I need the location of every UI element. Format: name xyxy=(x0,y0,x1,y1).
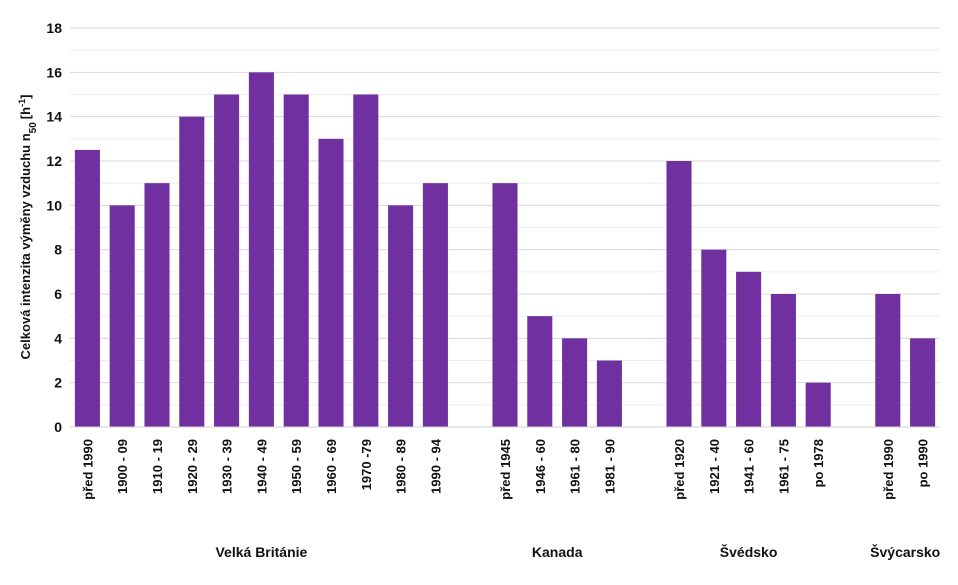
bar xyxy=(283,94,309,427)
group-label: Kanada xyxy=(532,544,583,560)
bar xyxy=(179,116,205,428)
y-tick-labels: 0 2 4 6 8 10 12 14 16 18 xyxy=(46,20,62,435)
bar xyxy=(422,183,448,427)
x-tick-label: 1970 -79 xyxy=(359,439,374,490)
bar xyxy=(74,149,100,427)
y-tick-label: 18 xyxy=(46,20,62,36)
y-tick-label: 16 xyxy=(46,64,62,80)
x-tick-label: 1990 - 94 xyxy=(428,438,443,494)
x-tick-label: 1940 - 49 xyxy=(254,439,269,494)
bar xyxy=(248,72,274,427)
x-tick-label: před 1920 xyxy=(672,439,687,500)
x-tick-label: 1981 - 90 xyxy=(602,439,617,494)
group-labels: Velká Británie Kanada Švédsko Švýcarsko xyxy=(215,543,940,560)
y-tick-label: 0 xyxy=(54,419,62,435)
x-tick-label: 1900 - 09 xyxy=(115,439,130,494)
y-tick-label: 4 xyxy=(54,330,62,346)
bar xyxy=(701,249,727,427)
bar xyxy=(736,271,762,427)
bar xyxy=(388,205,414,427)
x-tick-labels: před 1990 1900 - 09 1910 - 19 1920 - 29 1930… xyxy=(80,438,930,499)
bar xyxy=(562,338,588,427)
x-tick-label: 1910 - 19 xyxy=(150,439,165,494)
x-tick-label: 1930 - 39 xyxy=(220,439,235,494)
bars xyxy=(74,72,936,428)
bar xyxy=(770,294,796,427)
y-tick-label: 2 xyxy=(54,375,62,391)
y-tick-label: 14 xyxy=(46,109,62,125)
bar xyxy=(109,205,135,427)
y-axis-title-unit: [h xyxy=(18,107,33,119)
bar xyxy=(214,94,240,427)
y-tick-label: 8 xyxy=(54,242,62,258)
x-tick-label: 1961 - 80 xyxy=(568,439,583,494)
x-tick-label: 1920 - 29 xyxy=(185,439,200,494)
x-tick-label: po 1978 xyxy=(811,439,826,487)
group-label: Švýcarsko xyxy=(870,543,940,560)
y-axis-title-main: Celková intenzita výměny vzduchu n xyxy=(18,133,33,359)
y-tick-label: 10 xyxy=(46,197,62,213)
bar xyxy=(666,161,692,427)
bar xyxy=(875,294,901,427)
group-label: Švédsko xyxy=(720,543,778,560)
y-tick-label: 6 xyxy=(54,286,62,302)
x-tick-label: 1980 - 89 xyxy=(394,439,409,494)
y-axis-title-subscript: 50 xyxy=(28,122,39,134)
x-tick-label: 1946 - 60 xyxy=(533,439,548,494)
y-axis-title-unit-close: ] xyxy=(18,95,33,99)
y-tick-label: 12 xyxy=(46,153,62,169)
x-tick-label: 1961 - 75 xyxy=(776,439,791,494)
bar xyxy=(910,338,936,427)
group-label: Velká Británie xyxy=(215,544,307,560)
bar xyxy=(353,94,379,427)
x-tick-label: před 1945 xyxy=(498,439,513,500)
y-axis-title-unit-sup: -1 xyxy=(17,99,27,107)
x-tick-label: 1950 - 59 xyxy=(289,439,304,494)
x-tick-label: před 1990 xyxy=(80,439,95,500)
bar xyxy=(596,360,622,427)
bar xyxy=(144,183,170,427)
x-tick-label: 1960 - 69 xyxy=(324,439,339,494)
x-tick-label: před 1990 xyxy=(881,439,896,500)
x-tick-label: po 1990 xyxy=(916,439,931,487)
y-axis-title: Celková intenzita výměny vzduchu n50 [h-1… xyxy=(17,95,39,360)
x-tick-label: 1941 - 60 xyxy=(742,439,757,494)
x-tick-label: 1921 - 40 xyxy=(707,439,722,494)
bar xyxy=(492,183,518,427)
bar xyxy=(527,316,553,427)
bar xyxy=(805,382,831,427)
bar xyxy=(318,138,344,428)
